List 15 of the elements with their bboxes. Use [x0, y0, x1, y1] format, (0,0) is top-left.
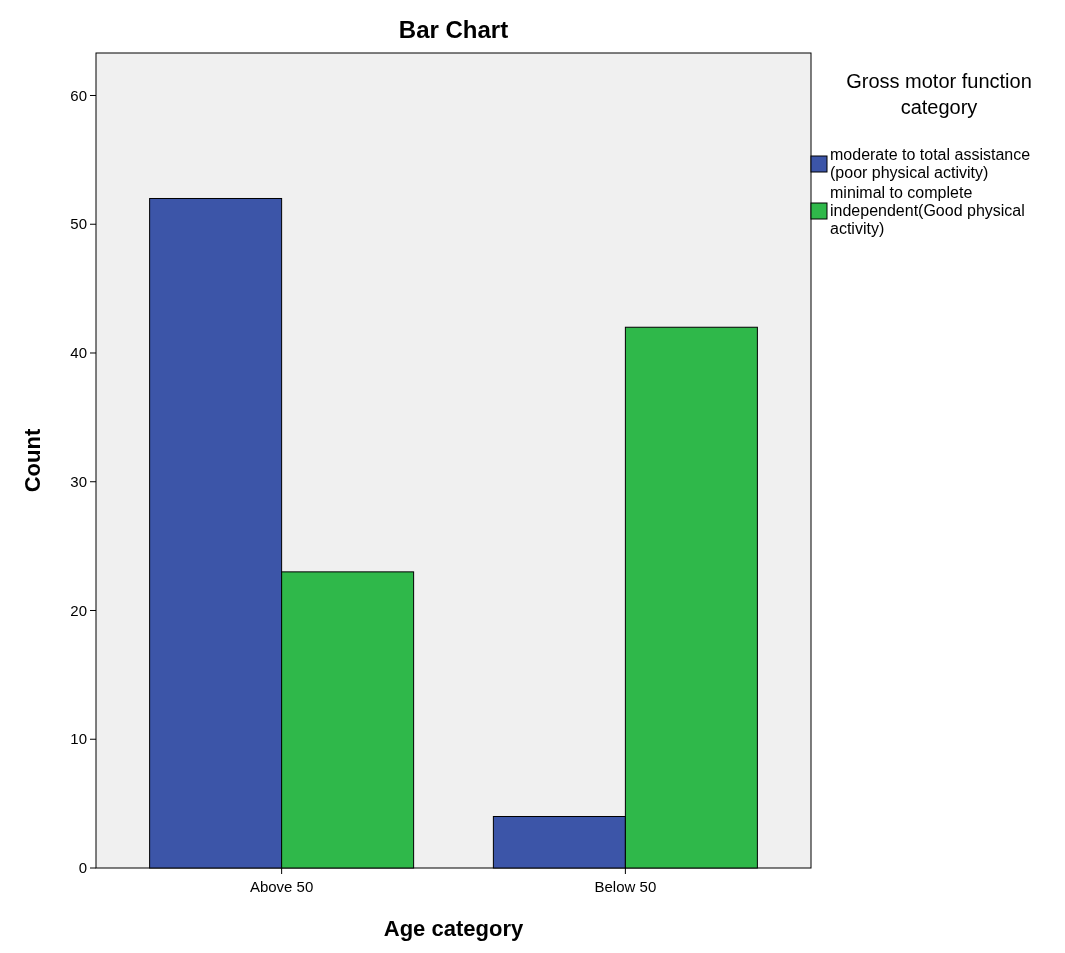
- x-tick-label: Above 50: [249, 878, 314, 895]
- y-tick-label: 40: [70, 344, 87, 362]
- y-tick-label: 20: [70, 601, 87, 619]
- legend-label: moderate to total assistance (poor physical activity): [830, 146, 1031, 181]
- chart-title: Bar Chart: [398, 16, 509, 43]
- y-tick-label: 60: [70, 86, 87, 104]
- x-axis-title: Age category: [383, 916, 524, 941]
- y-tick-label: 0: [78, 859, 87, 877]
- legend-label: minimal to complete independent(Good physical activity): [830, 184, 1025, 237]
- x-tick-label: Below 50: [594, 878, 657, 895]
- y-tick-label: 10: [70, 730, 87, 748]
- y-axis-title: Count: [20, 428, 45, 493]
- legend-title: Gross motor function category: [846, 70, 1032, 118]
- y-tick-label: 50: [70, 215, 87, 233]
- y-tick-label: 30: [70, 472, 87, 490]
